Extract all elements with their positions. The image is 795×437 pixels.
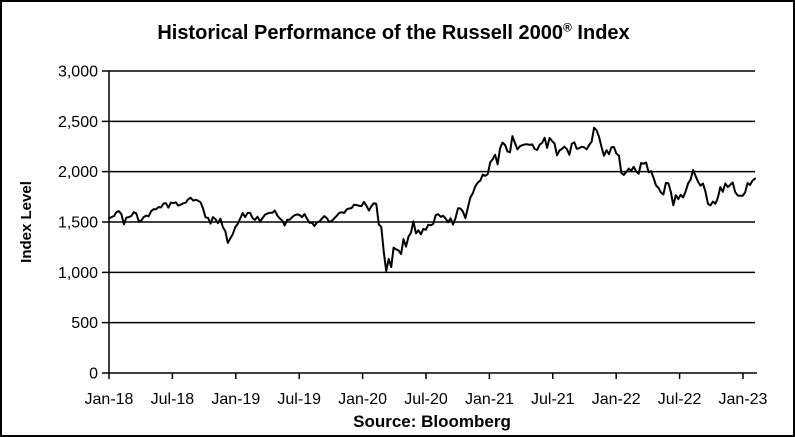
chart-title-suffix: Index bbox=[571, 22, 630, 44]
x-tick-label: Jul-22 bbox=[658, 391, 702, 408]
registered-trademark-mark: ® bbox=[563, 20, 572, 35]
x-tick-label: Jul-19 bbox=[277, 391, 321, 408]
y-tick-label: 1,500 bbox=[58, 215, 98, 232]
y-tick-label: 2,000 bbox=[58, 164, 98, 181]
x-tick-label: Jul-21 bbox=[531, 391, 575, 408]
x-tick-label: Jan-22 bbox=[592, 391, 641, 408]
x-tick-label: Jul-18 bbox=[151, 391, 195, 408]
x-tick-label: Jul-20 bbox=[404, 391, 448, 408]
x-tick-label: Jan-21 bbox=[465, 391, 514, 408]
x-tick-label: Jan-19 bbox=[211, 391, 260, 408]
x-tick-label: Jan-23 bbox=[719, 391, 768, 408]
y-tick-label: 1,000 bbox=[58, 265, 98, 282]
chart-title: Historical Performance of the Russell 20… bbox=[2, 20, 785, 45]
source-label: Source: Bloomberg bbox=[353, 412, 511, 431]
x-tick-label: Jan-18 bbox=[85, 391, 134, 408]
y-tick-label: 2,500 bbox=[58, 114, 98, 131]
chart-title-text: Historical Performance of the Russell 20… bbox=[157, 22, 564, 44]
index-line-series bbox=[108, 126, 756, 272]
y-tick-label: 500 bbox=[71, 315, 98, 332]
y-tick-label: 0 bbox=[89, 366, 98, 383]
x-tick-label: Jan-20 bbox=[338, 391, 387, 408]
y-tick-label: 3,000 bbox=[58, 64, 98, 81]
y-axis-title: Index Level bbox=[18, 181, 35, 263]
